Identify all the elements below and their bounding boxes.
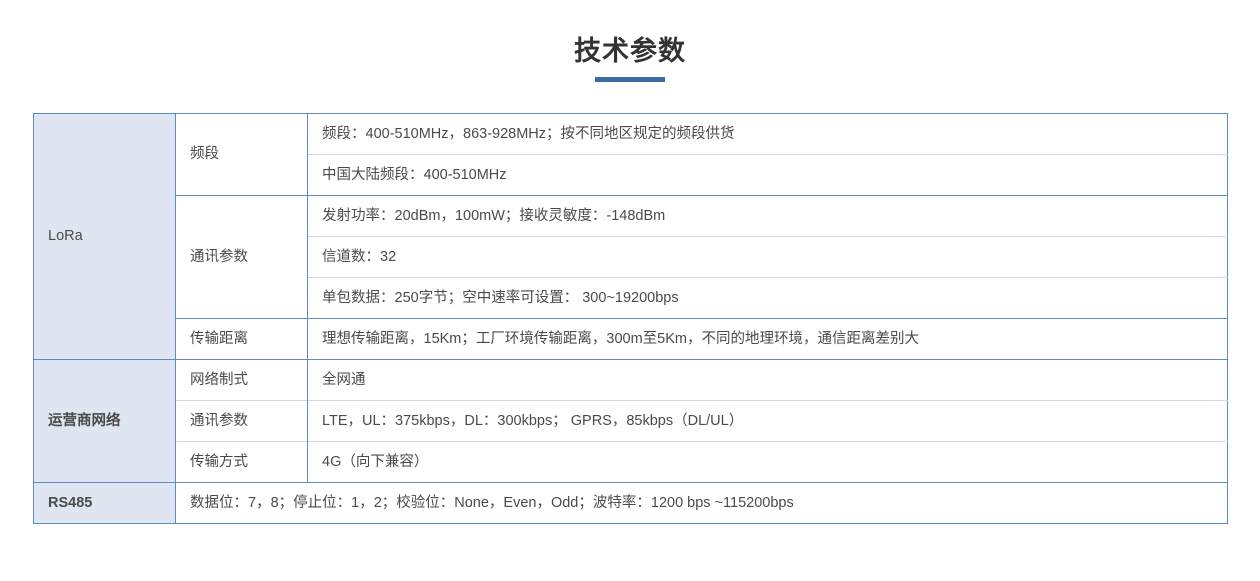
spec-value: LTE，UL：375kbps，DL：300kbps； GPRS，85kbps（D… — [307, 400, 1228, 442]
table-row: 单包数据：250字节；空中速率可设置： 300~19200bps — [34, 277, 1228, 319]
subgroup-label-range: 传输距离 — [175, 318, 308, 360]
table-row: 中国大陆频段：400-510MHz — [34, 154, 1228, 196]
table-row: RS485 数据位：7，8；停止位：1，2；校验位：None，Even，Odd；… — [33, 482, 1228, 524]
table-row: 运营商网络 网络制式 全网通 — [33, 359, 1228, 483]
subgroup-label-comm-params: 通讯参数 — [175, 195, 308, 319]
spec-table-container: LoRa 频段 频段：400-510MHz，863-928MHz；按不同地区规定… — [33, 113, 1228, 524]
section-label-lora: LoRa — [33, 113, 176, 360]
spec-value: 数据位：7，8；停止位：1，2；校验位：None，Even，Odd；波特率：12… — [175, 482, 1228, 524]
title-block: 技术参数 — [0, 0, 1260, 82]
section-label-rs485: RS485 — [33, 482, 176, 524]
spec-value: 4G（向下兼容） — [307, 441, 1228, 483]
table-row: LoRa 频段 频段：400-510MHz，863-928MHz；按不同地区规定… — [33, 113, 1228, 360]
spec-value: 理想传输距离，15Km；工厂环境传输距离，300m至5Km，不同的地理环境，通信… — [307, 318, 1228, 360]
spec-value: 单包数据：250字节；空中速率可设置： 300~19200bps — [307, 277, 1228, 319]
table-row: 通讯参数 发射功率：20dBm，100mW；接收灵敏度：-148dBm — [34, 195, 1228, 319]
subgroup-label-comm-params-operator: 通讯参数 — [175, 400, 308, 442]
subgroup-label-network-type: 网络制式 — [175, 359, 308, 401]
spec-value: 发射功率：20dBm，100mW；接收灵敏度：-148dBm — [307, 195, 1228, 237]
spec-value: 信道数：32 — [307, 236, 1228, 278]
subgroup-label-frequency: 频段 — [175, 113, 308, 196]
title-accent-rule — [595, 77, 665, 82]
spec-table-body: LoRa 频段 频段：400-510MHz，863-928MHz；按不同地区规定… — [33, 113, 1228, 524]
page-title: 技术参数 — [574, 36, 686, 66]
spec-value: 全网通 — [307, 359, 1228, 401]
subgroup-label-transmission-mode: 传输方式 — [175, 441, 308, 483]
table-row: 传输方式 4G（向下兼容） — [34, 441, 1228, 483]
table-row: 传输距离 理想传输距离，15Km；工厂环境传输距离，300m至5Km，不同的地理… — [34, 318, 1228, 360]
spec-table: LoRa 频段 频段：400-510MHz，863-928MHz；按不同地区规定… — [33, 113, 1228, 524]
table-row: 信道数：32 — [34, 236, 1228, 278]
spec-value: 频段：400-510MHz，863-928MHz；按不同地区规定的频段供货 — [322, 125, 735, 142]
section-label-operator-network: 运营商网络 — [33, 359, 176, 483]
spec-value: 中国大陆频段：400-510MHz — [307, 154, 1228, 196]
table-row: 通讯参数 LTE，UL：375kbps，DL：300kbps； GPRS，85k… — [34, 400, 1228, 442]
